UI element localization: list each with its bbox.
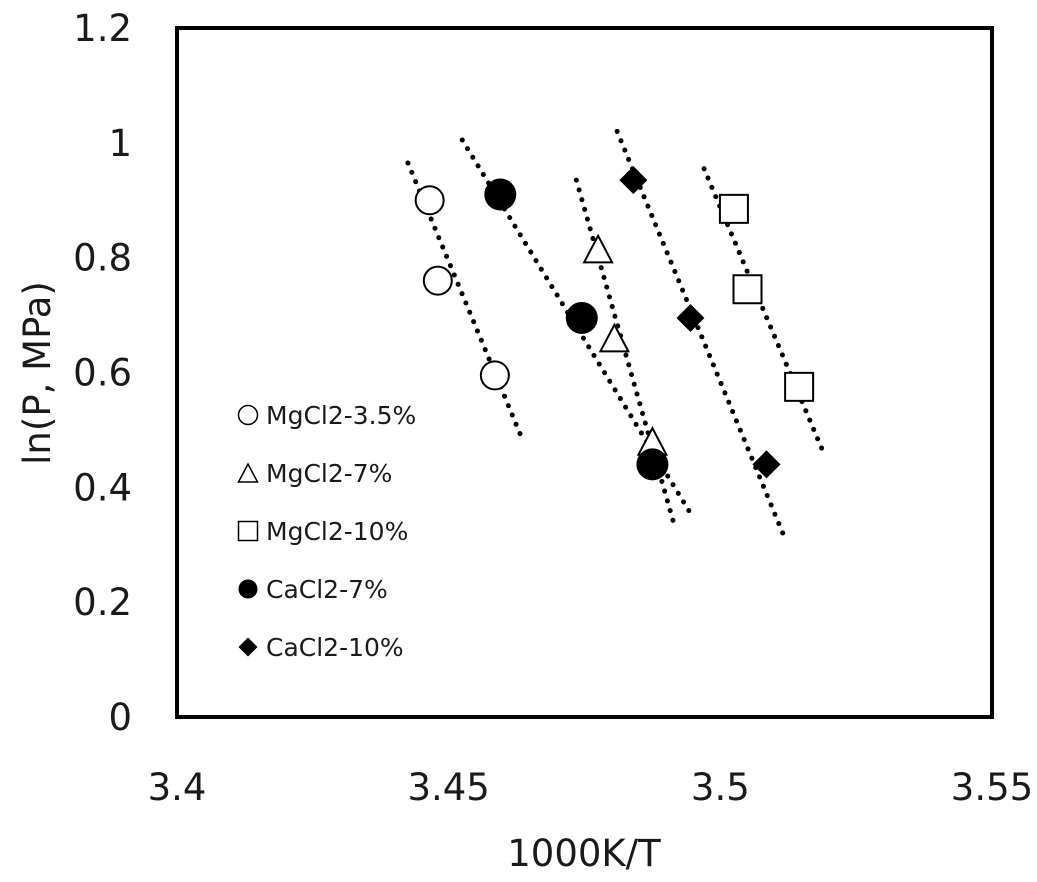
data-points [414, 166, 815, 481]
legend-marker-mgcl2-7- [237, 462, 259, 483]
legend-marker-cacl2-10- [238, 637, 258, 657]
data-point-cacl2-10- [752, 450, 781, 479]
x-tick-label: 3.55 [951, 766, 1033, 809]
data-point-mgcl2-3-5- [422, 265, 453, 296]
data-point-cacl2-7- [565, 301, 598, 334]
y-tick-label: 0.8 [73, 237, 132, 280]
x-axis-title: 1000K/T [507, 832, 661, 875]
legend-label-mgcl2-7-: MgCl2-7% [266, 459, 392, 488]
legend-label-cacl2-10-: CaCl2-10% [266, 633, 404, 662]
data-point-mgcl2-10- [732, 274, 763, 305]
data-point-mgcl2-3-5- [479, 360, 510, 391]
tick-labels: 3.4 3.45 3.5 3.55 0 0.2 0.4 0.6 0.8 1 1.2 [73, 7, 1033, 809]
y-tick-label: 0.2 [73, 581, 132, 624]
legend-marker-mgcl2-10- [237, 520, 259, 542]
data-point-mgcl2-7- [582, 233, 614, 264]
x-tick-label: 3.45 [407, 766, 489, 809]
legend-label-mgcl2-3-5-: MgCl2-3.5% [266, 401, 416, 430]
y-tick-label: 0.6 [73, 352, 132, 395]
data-point-mgcl2-7- [598, 322, 631, 353]
data-point-cacl2-7- [636, 448, 669, 481]
y-tick-label: 1 [108, 122, 132, 165]
plot-area [175, 26, 994, 719]
data-point-mgcl2-10- [784, 371, 815, 402]
x-tick-label: 3.4 [148, 766, 207, 809]
legend-marker-mgcl2-3-5- [237, 404, 259, 426]
trendline-mgcl2-7- [573, 177, 677, 528]
data-point-mgcl2-10- [718, 193, 749, 224]
y-axis-title: ln(P, MPa) [16, 281, 59, 465]
y-tick-label: 0 [108, 696, 132, 739]
legend: MgCl2-3.5% MgCl2-7% MgCl2-10% CaCl2-7% CaCl2… [237, 401, 416, 662]
data-point-cacl2-7- [484, 178, 517, 211]
y-tick-label: 0.4 [73, 466, 132, 509]
y-tick-label: 1.2 [73, 7, 132, 50]
data-point-cacl2-10- [676, 303, 705, 332]
legend-label-mgcl2-10-: MgCl2-10% [266, 517, 408, 546]
data-point-mgcl2-3-5- [414, 185, 445, 216]
legend-marker-cacl2-7- [238, 579, 258, 599]
data-point-cacl2-10- [619, 166, 648, 195]
legend-label-cacl2-7-: CaCl2-7% [266, 575, 388, 604]
x-tick-label: 3.5 [691, 766, 750, 809]
